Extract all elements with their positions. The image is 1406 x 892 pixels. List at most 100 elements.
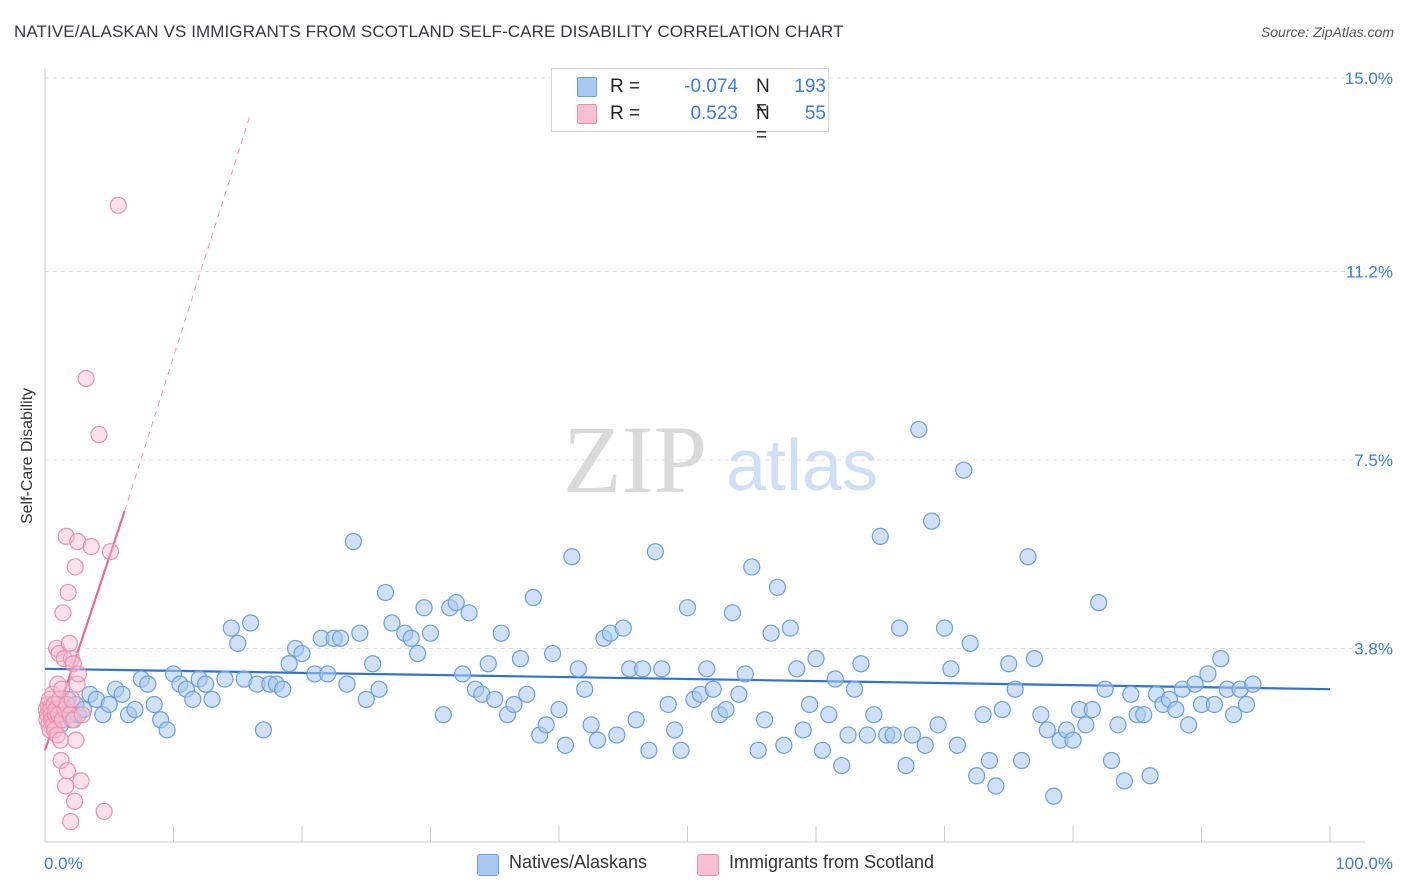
point-natives [383, 614, 401, 632]
point-natives [762, 624, 780, 642]
point-natives [820, 706, 838, 724]
point-natives [942, 660, 960, 678]
point-natives [543, 644, 562, 663]
y-tick-label: 15.0% [1345, 69, 1393, 88]
point-natives [1199, 665, 1217, 683]
point-scotland [56, 777, 75, 795]
point-scotland [63, 690, 81, 708]
point-natives [184, 690, 202, 708]
point-natives [736, 665, 754, 683]
point-natives [1180, 716, 1198, 734]
x-tick-label: 0.0% [44, 854, 83, 873]
point-scotland [73, 706, 91, 724]
point-natives [627, 711, 645, 729]
point-natives [229, 634, 247, 652]
point-natives [653, 660, 671, 678]
correlation-legend: R = -0.074 N = 193 R = 0.523 N = 55 [551, 68, 829, 146]
point-natives [1205, 695, 1223, 714]
legend-label-scotland: Immigrants from Scotland [729, 852, 935, 872]
point-natives [890, 619, 909, 637]
point-natives [698, 660, 716, 678]
point-natives [370, 680, 388, 698]
point-scotland [51, 731, 70, 749]
y-tick-label: 3.8% [1354, 639, 1393, 658]
point-natives [1077, 716, 1095, 734]
point-natives [145, 695, 163, 714]
point-natives [1167, 700, 1185, 719]
point-scotland [77, 369, 95, 388]
point-natives [993, 700, 1011, 719]
point-natives [447, 594, 465, 612]
point-natives [788, 660, 806, 678]
point-natives [1225, 706, 1243, 724]
legend-swatch-blue [577, 77, 597, 97]
point-natives [113, 685, 131, 703]
point-natives [588, 731, 607, 749]
point-natives [1090, 594, 1108, 612]
point-natives [968, 767, 986, 785]
point-natives [833, 756, 851, 775]
point-natives [556, 736, 575, 754]
point-natives [916, 736, 934, 754]
point-natives [910, 420, 928, 439]
point-natives [826, 670, 844, 688]
point-natives [126, 700, 144, 719]
point-natives [1038, 721, 1056, 739]
trend-line-scotland-extension [124, 113, 252, 512]
point-natives [935, 619, 954, 637]
point-scotland [66, 558, 84, 576]
point-natives [980, 751, 999, 770]
point-natives [704, 680, 722, 698]
point-natives [987, 777, 1005, 795]
series-legend: Natives/Alaskans Immigrants from Scotlan… [0, 852, 1406, 878]
point-natives [402, 629, 420, 647]
point-natives [678, 599, 697, 617]
point-natives [1025, 650, 1044, 668]
point-scotland [58, 695, 76, 714]
point-natives [807, 650, 825, 668]
point-scotland [82, 537, 100, 556]
point-scotland [69, 665, 88, 683]
point-natives [666, 721, 684, 739]
point-natives [421, 624, 440, 642]
point-natives [865, 706, 883, 724]
point-natives [659, 695, 677, 714]
point-natives [254, 721, 273, 739]
point-natives [409, 644, 427, 663]
point-natives [640, 741, 658, 759]
point-natives [569, 660, 587, 678]
point-natives [1115, 772, 1134, 790]
point-natives [1186, 675, 1204, 693]
point-natives [813, 741, 832, 759]
point-natives [1064, 731, 1082, 749]
point-natives [139, 675, 157, 693]
point-natives [1006, 680, 1024, 698]
point-natives [1019, 548, 1037, 566]
legend-r-label: R = [610, 76, 641, 97]
point-scotland [67, 731, 85, 749]
point-natives [511, 650, 530, 668]
point-natives [723, 604, 742, 622]
point-natives [974, 706, 992, 724]
point-scotland [53, 680, 71, 698]
point-natives [203, 690, 221, 708]
point-natives [222, 619, 240, 637]
point-scotland [65, 711, 83, 729]
point-natives [749, 741, 767, 759]
legend-n-label: N = [756, 76, 770, 119]
watermark: ZIP atlas [563, 406, 878, 513]
grid-lines [45, 77, 1365, 649]
point-natives [800, 695, 819, 714]
chart-title: NATIVE/ALASKAN VS IMMIGRANTS FROM SCOTLA… [14, 22, 844, 41]
point-natives [1102, 751, 1121, 770]
point-natives [1032, 706, 1050, 724]
point-natives [961, 634, 979, 652]
point-natives [903, 726, 921, 744]
point-natives [1083, 700, 1101, 719]
point-natives [331, 629, 350, 647]
point-natives [351, 624, 369, 642]
legend-label-natives: Natives/Alaskans [509, 852, 648, 872]
point-natives [743, 558, 761, 576]
point-natives [454, 665, 472, 683]
point-natives [1141, 767, 1159, 785]
